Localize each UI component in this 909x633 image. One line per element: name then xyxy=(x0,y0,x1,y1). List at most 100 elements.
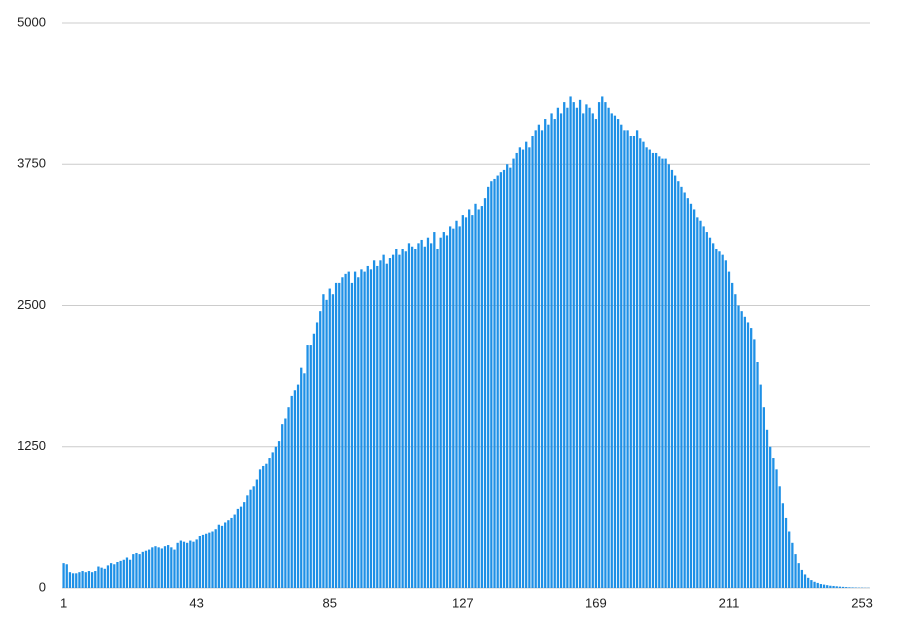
bar xyxy=(585,104,587,588)
bar xyxy=(617,119,619,588)
bar xyxy=(706,232,708,588)
bar xyxy=(557,108,559,588)
bar xyxy=(636,130,638,588)
bar xyxy=(563,102,565,588)
bar xyxy=(658,156,660,588)
bar xyxy=(817,583,819,588)
bar xyxy=(696,217,698,588)
bar xyxy=(376,266,378,588)
bar xyxy=(272,452,274,588)
bar xyxy=(100,568,102,588)
bar xyxy=(541,130,543,588)
bar xyxy=(278,441,280,588)
bar xyxy=(173,550,175,588)
bar xyxy=(598,102,600,588)
bar xyxy=(506,164,508,588)
bar xyxy=(531,136,533,588)
bar xyxy=(718,251,720,588)
bar xyxy=(750,328,752,588)
bar xyxy=(465,217,467,588)
bar xyxy=(487,187,489,588)
bar xyxy=(804,574,806,588)
bar xyxy=(287,407,289,588)
bar xyxy=(205,534,207,588)
bar xyxy=(126,557,128,588)
bar xyxy=(154,546,156,588)
bar xyxy=(240,507,242,588)
bar xyxy=(455,221,457,588)
bar xyxy=(417,243,419,588)
bar xyxy=(747,322,749,588)
bar xyxy=(772,458,774,588)
bar xyxy=(91,572,93,588)
bar xyxy=(798,563,800,588)
y-tick-label: 0 xyxy=(39,579,46,594)
bar xyxy=(221,526,223,588)
bar xyxy=(265,464,267,588)
bar xyxy=(693,209,695,588)
bar xyxy=(443,232,445,588)
bar xyxy=(699,221,701,588)
bar xyxy=(709,238,711,588)
bar xyxy=(414,249,416,588)
bar xyxy=(360,269,362,588)
bar xyxy=(595,119,597,588)
bar xyxy=(97,567,99,588)
bar xyxy=(338,283,340,588)
bar xyxy=(104,569,106,588)
bar xyxy=(319,311,321,588)
y-tick-label: 1250 xyxy=(17,438,46,453)
bar xyxy=(262,466,264,588)
bar xyxy=(138,554,140,588)
bar xyxy=(820,584,822,588)
bar xyxy=(192,542,194,588)
bar xyxy=(671,170,673,588)
bar xyxy=(737,306,739,589)
bar xyxy=(211,532,213,589)
bar xyxy=(284,419,286,589)
bar xyxy=(569,96,571,588)
bar xyxy=(107,565,109,588)
bar xyxy=(268,458,270,588)
bar xyxy=(722,255,724,588)
bar xyxy=(161,548,163,588)
bar xyxy=(316,322,318,588)
bar xyxy=(167,545,169,588)
bar xyxy=(253,486,255,588)
bar xyxy=(246,495,248,588)
bar xyxy=(683,193,685,589)
bar xyxy=(401,249,403,588)
x-tick-label: 253 xyxy=(851,595,873,610)
bar xyxy=(810,580,812,588)
bar xyxy=(785,518,787,588)
bar xyxy=(645,147,647,588)
bar xyxy=(493,179,495,588)
bar xyxy=(642,142,644,588)
bar xyxy=(75,573,77,588)
bar xyxy=(335,283,337,588)
bar xyxy=(794,554,796,588)
bar xyxy=(462,215,464,588)
bar xyxy=(655,153,657,588)
bar xyxy=(62,563,64,588)
bar xyxy=(329,289,331,588)
bar xyxy=(234,515,236,588)
bar xyxy=(512,159,514,588)
bar xyxy=(490,181,492,588)
bar xyxy=(582,113,584,588)
bar xyxy=(202,535,204,588)
bar xyxy=(753,339,755,588)
bar xyxy=(756,362,758,588)
bar xyxy=(782,503,784,588)
bar xyxy=(218,525,220,588)
bar xyxy=(405,251,407,588)
bar xyxy=(842,587,844,588)
bar xyxy=(547,125,549,588)
bar xyxy=(452,229,454,588)
bar xyxy=(775,469,777,588)
bar xyxy=(703,226,705,588)
bar xyxy=(135,553,137,588)
bar xyxy=(668,164,670,588)
bar xyxy=(313,334,315,588)
bar xyxy=(544,119,546,588)
